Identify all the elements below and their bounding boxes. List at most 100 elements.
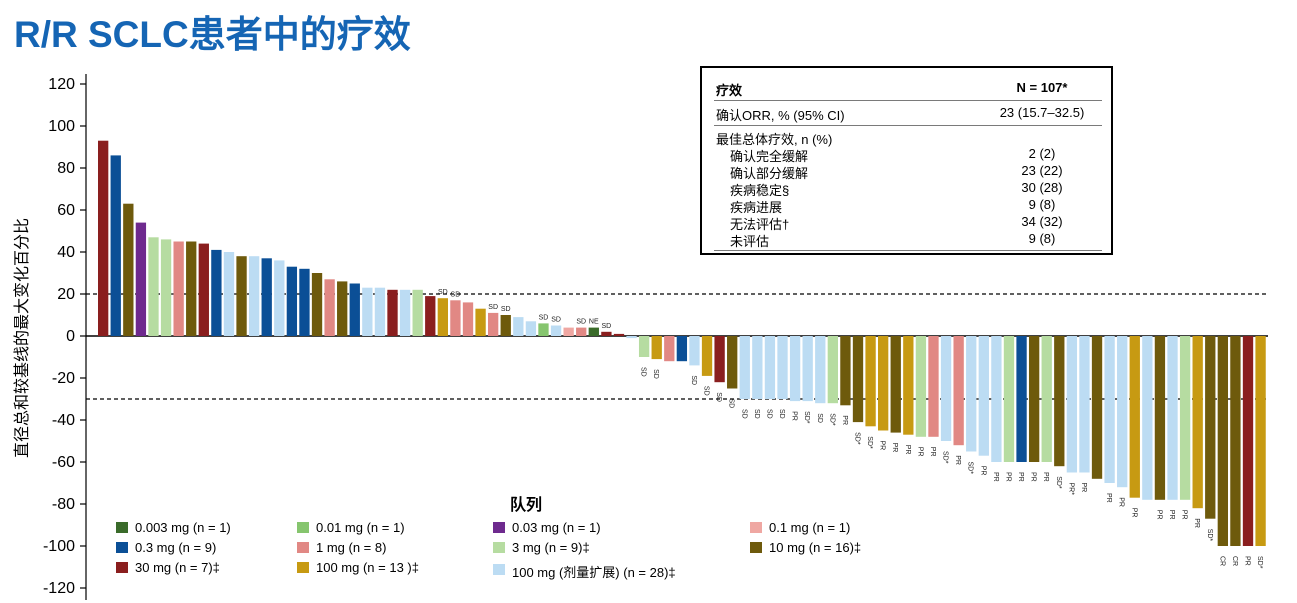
bar: [789, 336, 801, 402]
bar-label: PR: [1244, 556, 1251, 566]
bar-label: SD: [765, 409, 772, 419]
legend-swatch: [493, 542, 505, 553]
bar-label: SD*: [866, 436, 873, 449]
bar-label: PR: [1030, 472, 1037, 482]
bar: [601, 331, 612, 336]
bar: [777, 336, 788, 399]
y-tick-label: -20: [52, 370, 75, 387]
bar: [966, 336, 977, 452]
bar: [1054, 336, 1065, 467]
bar: [1205, 336, 1216, 519]
bar: [1154, 336, 1166, 500]
bar: [928, 336, 939, 437]
bar: [261, 258, 272, 336]
bar: [274, 260, 285, 336]
row-value: 34 (32): [1021, 214, 1063, 229]
row-label: 未评估: [730, 234, 770, 249]
bar-label: PR: [791, 411, 798, 421]
table-row: 疾病进展 9 (8): [716, 197, 1102, 215]
legend-swatch: [297, 542, 309, 553]
bar: [764, 336, 776, 399]
bar-label: PR: [1105, 493, 1112, 503]
bar: [1028, 336, 1040, 462]
bar: [248, 256, 260, 336]
legend-label: 0.01 mg (n = 1): [316, 520, 405, 535]
legend-label: 3 mg (n = 9)‡: [512, 540, 590, 555]
bar: [538, 323, 549, 336]
table-header-value: N = 107*: [1016, 80, 1068, 95]
bar: [1255, 336, 1266, 546]
bar-label: PR: [1181, 510, 1188, 520]
bar-label: SD*: [1206, 529, 1213, 542]
bar: [110, 155, 121, 336]
bar: [752, 336, 763, 399]
row-value: 23 (22): [1021, 163, 1063, 178]
legend-swatch: [750, 542, 762, 553]
bar: [160, 239, 172, 336]
bar-label: SD*: [1256, 556, 1263, 569]
bar: [991, 336, 1002, 462]
bar: [953, 336, 964, 446]
bar: [387, 289, 398, 336]
row-value: 2 (2): [1028, 146, 1056, 161]
bar: [802, 336, 813, 402]
legend-label: 0.3 mg (n = 9): [135, 540, 217, 555]
table-row: 确认完全缓解 2 (2): [716, 146, 1102, 164]
bar-label: SD: [703, 386, 710, 396]
bar: [1217, 336, 1228, 546]
bar: [978, 336, 989, 456]
table-orr-row: 确认ORR, % (95% CI) 23 (15.7–32.5): [716, 105, 1102, 123]
bar: [689, 336, 700, 366]
bar: [299, 268, 310, 336]
bar: [374, 287, 386, 336]
bar-label: PR: [1168, 510, 1175, 520]
bar: [362, 287, 373, 336]
bar: [286, 266, 298, 336]
y-tick-label: 0: [66, 328, 75, 345]
table-row: 确认部分缓解 23 (22): [716, 163, 1102, 181]
bar: [714, 336, 725, 383]
bar: [1230, 336, 1241, 546]
bar-label: SD: [778, 409, 785, 419]
legend-label: 0.03 mg (n = 1): [512, 520, 601, 535]
bar-label: SD: [753, 409, 760, 419]
bar-label: PR: [1080, 483, 1087, 493]
y-tick-label: 40: [57, 244, 75, 261]
y-tick-label: 100: [48, 118, 75, 135]
bar: [638, 336, 650, 357]
bar: [236, 256, 247, 336]
bar: [903, 336, 914, 435]
bar-label: PR: [1017, 472, 1024, 482]
bar: [1066, 336, 1078, 473]
bar: [1192, 336, 1203, 509]
bar-label: SD: [640, 367, 647, 377]
bar-label: PR: [841, 415, 848, 425]
bar: [701, 336, 713, 376]
legend-swatch: [116, 562, 128, 573]
bar-label: PR: [1118, 497, 1125, 507]
bar: [1041, 336, 1052, 462]
y-tick-label: -40: [52, 412, 75, 429]
row-value: 9 (8): [1028, 197, 1056, 212]
bar-label: SD*: [967, 462, 974, 475]
table-rule: [714, 250, 1102, 251]
bar: [123, 203, 134, 336]
bar: [450, 300, 461, 336]
legend-swatch: [116, 522, 128, 533]
bar: [425, 296, 436, 336]
bar: [349, 283, 360, 336]
table-section-row: 最佳总体疗效, n (%): [716, 129, 1102, 147]
bar: [1117, 336, 1128, 488]
table-rule: [714, 100, 1102, 101]
legend-swatch: [493, 522, 505, 533]
row-label: 确认部分缓解: [730, 166, 809, 181]
bar-label: CR: [1218, 556, 1225, 566]
bar-label: SD: [451, 291, 461, 298]
bar-label: SD: [539, 314, 549, 321]
bar: [1003, 336, 1015, 462]
y-tick-label: -80: [52, 496, 75, 513]
legend-label: 0.1 mg (n = 1): [769, 520, 851, 535]
bar-label: SD: [715, 392, 722, 402]
bar: [399, 289, 411, 336]
bar: [865, 336, 876, 427]
